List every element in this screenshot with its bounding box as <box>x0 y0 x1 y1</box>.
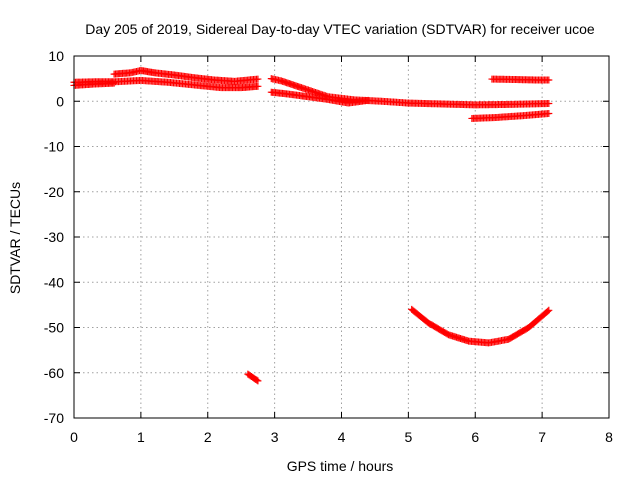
x-tick-label: 8 <box>605 429 613 445</box>
y-tick-label: 0 <box>56 93 64 109</box>
series-track-b <box>70 79 118 89</box>
y-tick-label: -60 <box>44 365 64 381</box>
series-track-h <box>488 75 553 84</box>
x-tick-label: 0 <box>70 429 78 445</box>
x-axis-label: GPS time / hours <box>287 458 394 474</box>
x-tick-label: 3 <box>271 429 279 445</box>
axis-ticks: 0 1 2 3 4 5 6 7 8 10 0 -10 -20 -30 -40 -50 -60 -70 <box>44 48 613 445</box>
data-point <box>545 100 553 108</box>
data-point <box>253 376 261 384</box>
y-tick-label: 10 <box>48 48 64 64</box>
y-tick-label: -10 <box>44 139 64 155</box>
x-tick-label: 4 <box>338 429 346 445</box>
y-tick-label: -30 <box>44 229 64 245</box>
data-point <box>110 79 118 87</box>
series-track-c <box>110 66 262 85</box>
series-track-f <box>244 370 262 385</box>
series-track-g <box>408 305 553 347</box>
y-axis-label: SDTVAR / TECUs <box>7 182 23 294</box>
series-track-i <box>468 109 553 122</box>
data-point <box>254 377 262 385</box>
x-tick-label: 6 <box>471 429 479 445</box>
x-tick-label: 7 <box>538 429 546 445</box>
y-tick-label: -70 <box>44 410 64 426</box>
y-tick-label: -50 <box>44 320 64 336</box>
x-tick-label: 5 <box>404 429 412 445</box>
series-track-e <box>267 88 372 107</box>
data-point <box>545 109 553 117</box>
data-point <box>364 96 372 104</box>
data-point <box>544 307 552 315</box>
y-tick-label: -40 <box>44 274 64 290</box>
data-point <box>545 306 553 314</box>
grid <box>74 56 609 418</box>
x-tick-label: 2 <box>204 429 212 445</box>
data-point <box>254 75 262 83</box>
chart-title: Day 205 of 2019, Sidereal Day-to-day VTE… <box>85 21 595 37</box>
data-point <box>254 82 262 90</box>
data-point <box>545 76 553 84</box>
y-tick-label: -20 <box>44 184 64 200</box>
x-tick-label: 1 <box>137 429 145 445</box>
data-points <box>70 66 553 385</box>
